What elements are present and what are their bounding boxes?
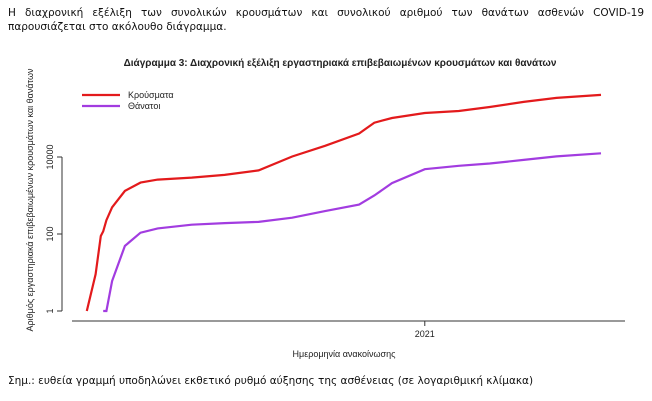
series-line — [103, 152, 602, 313]
y-tick-label: 1 — [45, 308, 55, 313]
chart-title: Διάγραμμα 3: Διαχρονική εξέλιξη εργαστηρ… — [124, 58, 557, 69]
y-axis-label: Αριθμός εργαστηριακά επιβεβαιωμένων κρου… — [25, 68, 35, 331]
y-tick-label: 100 — [45, 226, 55, 241]
y-tick-label: 10000 — [45, 144, 55, 169]
note: Σημ.: ευθεία γραμμή υποδηλώνει εκθετικό … — [8, 375, 534, 387]
x-tick-label: 2021 — [415, 329, 435, 339]
paragraph: Η διαχρονική εξέλιξη των συνολικών κρουσ… — [8, 7, 644, 33]
legend-label: Θάνατοι — [128, 101, 160, 111]
chart: Διάγραμμα 3: Διαχρονική εξέλιξη εργαστηρ… — [25, 58, 625, 359]
series-line — [85, 93, 602, 312]
legend-label: Κρούσματα — [128, 90, 174, 100]
x-axis-label: Ημερομηνία ανακοίνωσης — [293, 349, 397, 359]
